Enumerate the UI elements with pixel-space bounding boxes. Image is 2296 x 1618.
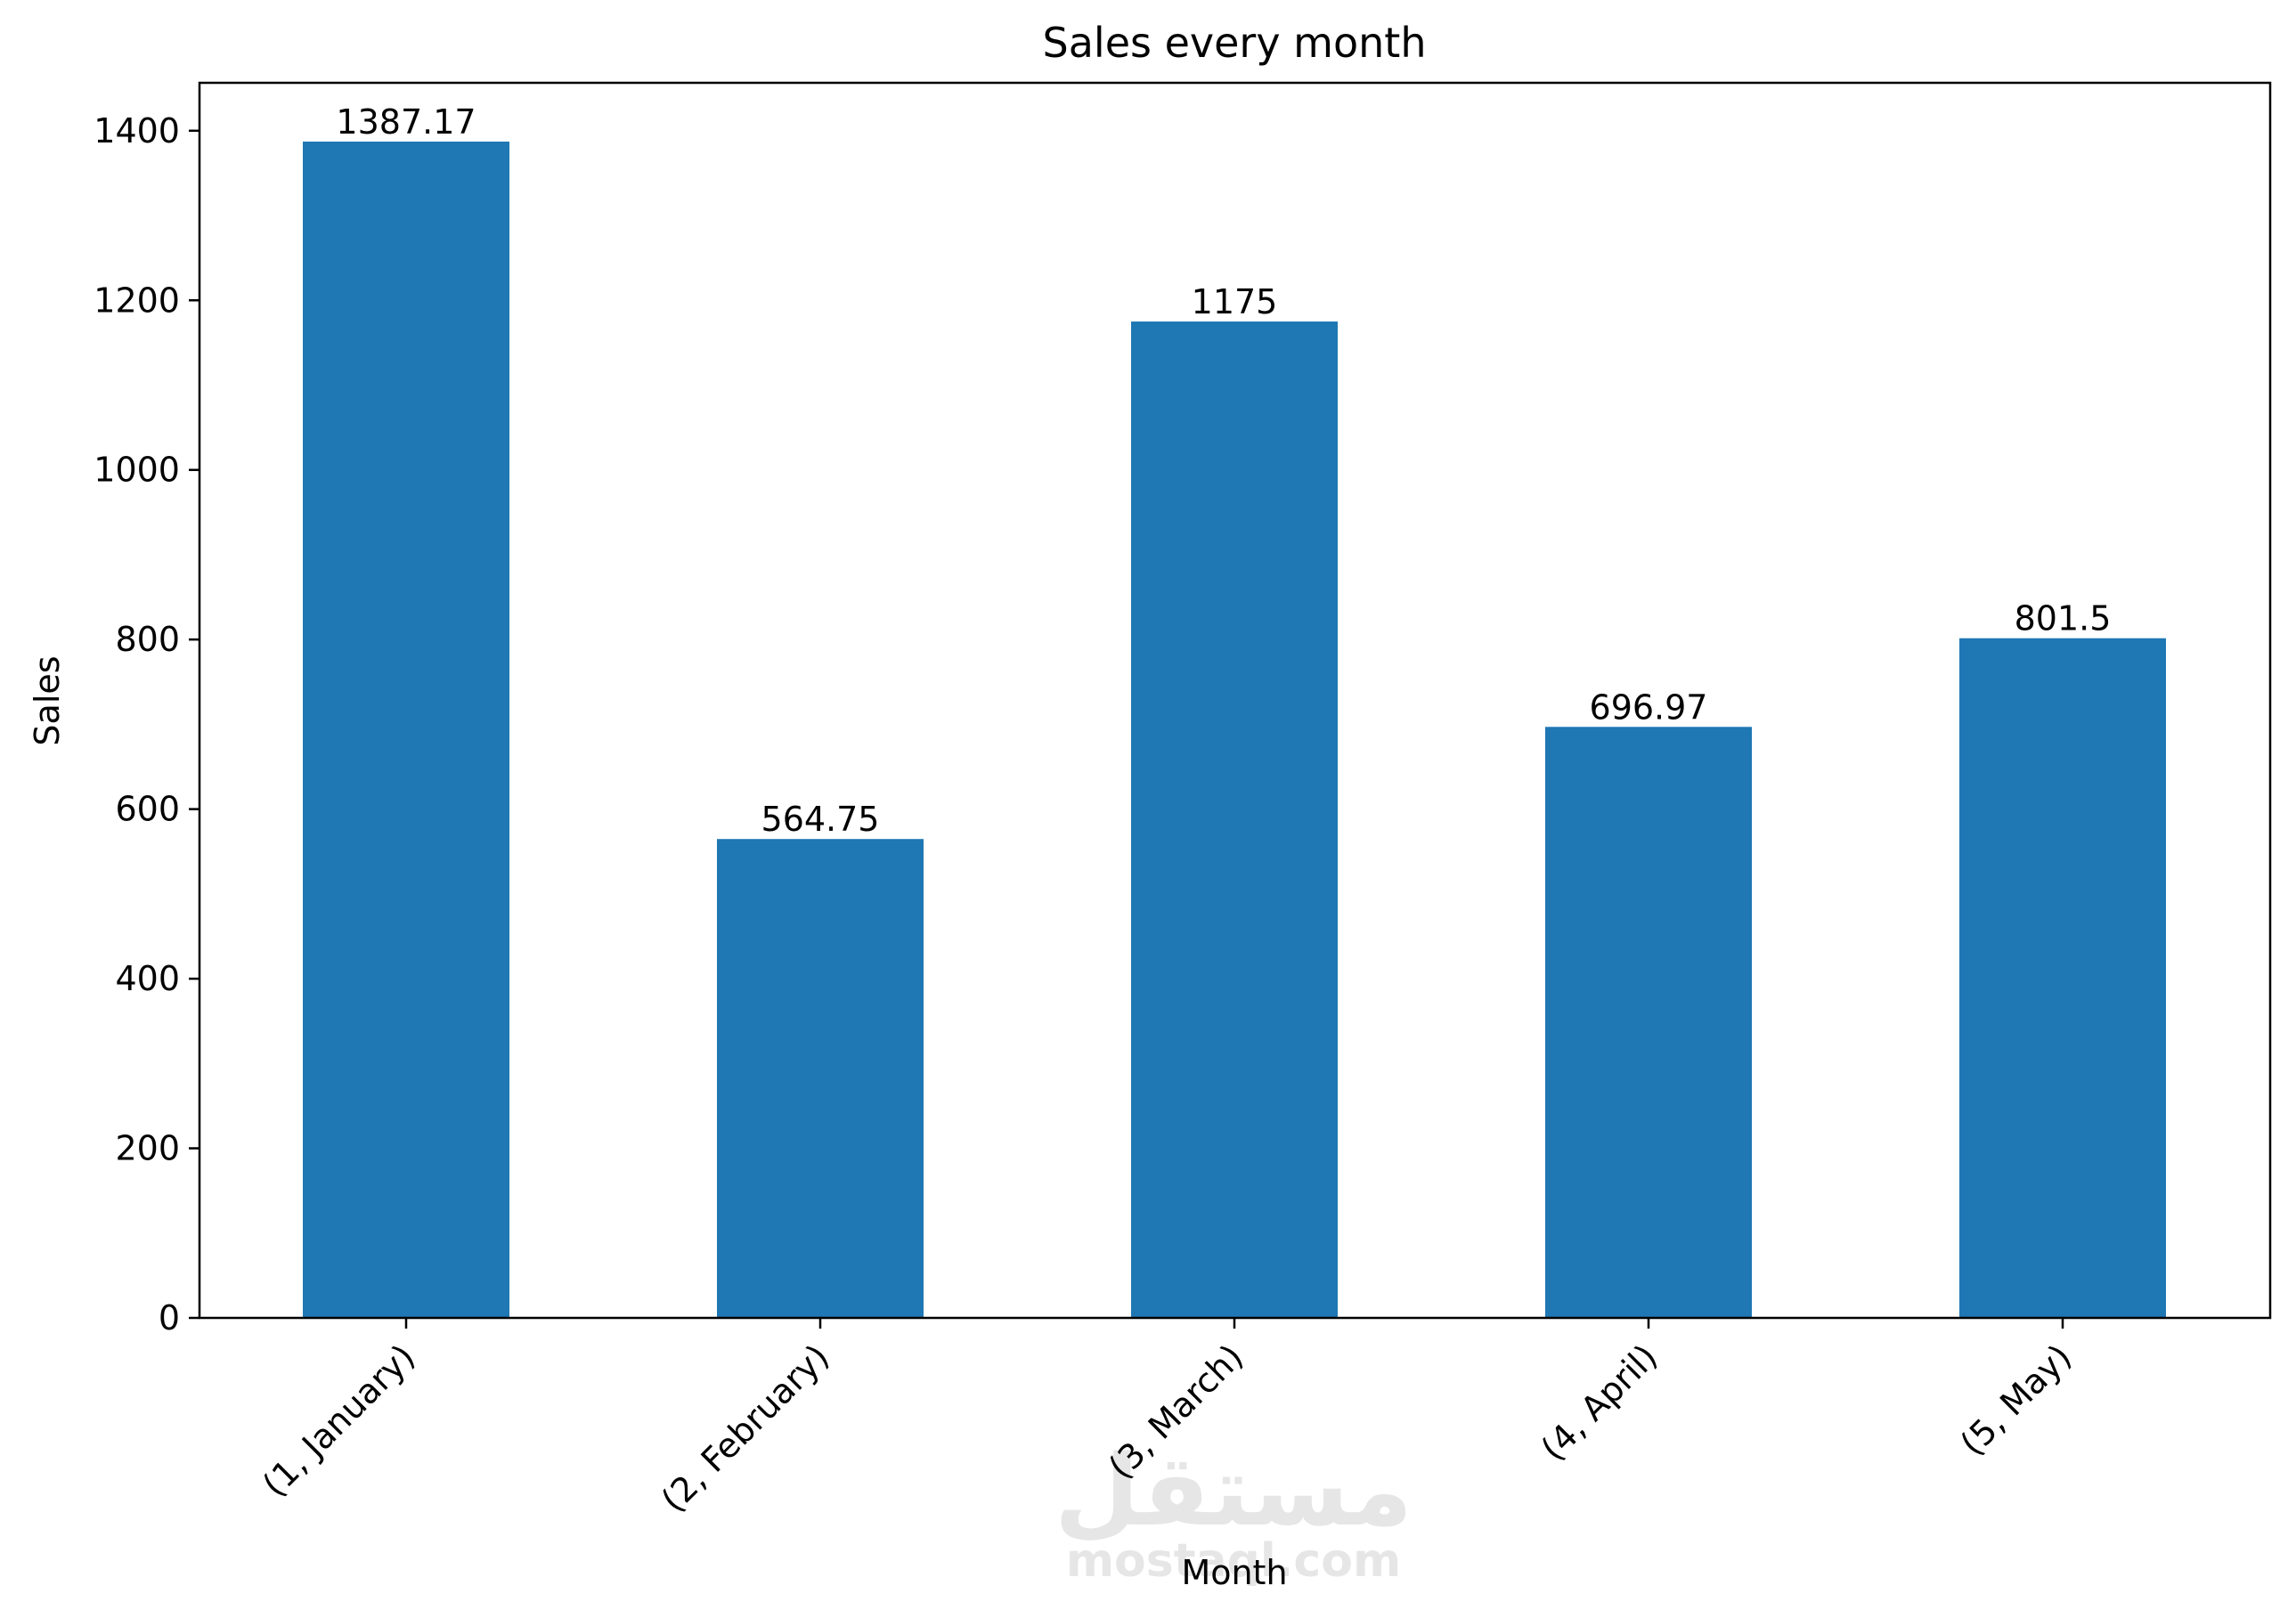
y-tick-label: 600 — [115, 790, 180, 829]
y-tick-label: 1400 — [94, 111, 180, 150]
y-tick-label: 1000 — [94, 451, 180, 490]
y-tick-label: 0 — [159, 1298, 180, 1337]
chart-title: Sales every month — [1043, 19, 1427, 67]
bar — [303, 142, 509, 1319]
bar — [1959, 638, 2166, 1318]
watermark-site-text: mostaql.com — [1066, 1534, 1401, 1588]
y-tick-label: 800 — [115, 620, 180, 659]
y-tick-label: 400 — [115, 959, 180, 998]
y-axis: 0 200 400 600 800 1000 1200 1400 — [94, 111, 199, 1337]
bar-value-label: 1387.17 — [336, 102, 476, 142]
bar — [1545, 727, 1752, 1318]
y-tick-label: 1200 — [94, 281, 180, 320]
bar-value-label: 696.97 — [1590, 687, 1708, 727]
y-axis-label: Sales — [28, 655, 67, 745]
bar — [1131, 321, 1338, 1318]
bars-layer — [303, 142, 2166, 1319]
x-axis-label: Month — [1181, 1553, 1287, 1592]
y-tick-label: 200 — [115, 1129, 180, 1168]
bar-value-label: 564.75 — [761, 800, 880, 839]
value-labels-layer: 1387.17 564.75 1175 696.97 801.5 — [336, 102, 2111, 839]
watermark-logo: مستقل mostaql.com — [1054, 1434, 1413, 1588]
watermark-logo-text: مستقل — [1054, 1434, 1413, 1548]
bar-value-label: 801.5 — [2015, 599, 2112, 638]
bar-value-label: 1175 — [1192, 282, 1278, 321]
bar — [717, 839, 924, 1318]
